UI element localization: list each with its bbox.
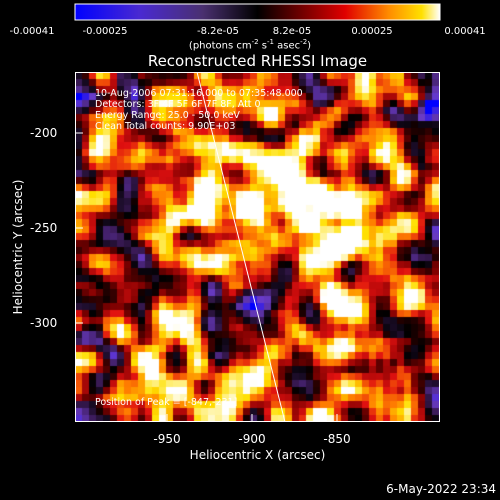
colorbar-tick: 0.00041 bbox=[444, 26, 486, 37]
info-total-counts: Clean Total counts: 9.90E+03 bbox=[95, 121, 236, 132]
colorbar-tick: -0.00025 bbox=[82, 26, 128, 37]
peak-position-label: Position of Peak = [-847,-231] bbox=[95, 397, 238, 408]
x-tick-label: -850 bbox=[323, 432, 351, 446]
y-tick-label: -250 bbox=[30, 221, 58, 235]
colorbar-tick: -0.00041 bbox=[9, 26, 55, 37]
plot-frame bbox=[75, 72, 440, 422]
colorbar-tick: 8.2e-05 bbox=[272, 26, 312, 37]
plot-area: 10-Aug-2006 07:31:16.000 to 07:35:48.000… bbox=[75, 72, 440, 422]
y-axis-label: Heliocentric Y (arcsec) bbox=[11, 179, 25, 315]
x-tick-label: -900 bbox=[238, 432, 266, 446]
y-tick-label: -300 bbox=[30, 316, 58, 330]
info-energy-range: Energy Range: 25.0 - 50.0 keV bbox=[95, 110, 240, 121]
colorbar-units: (photons cm-2 s-1 asec-2) bbox=[188, 38, 312, 52]
info-detectors: Detectors: 3F 4F 5F 6F 7F 8F, Att 0 bbox=[95, 99, 261, 110]
plot-title: Reconstructed RHESSI Image bbox=[147, 52, 368, 70]
colorbar-tick: 0.00025 bbox=[351, 26, 393, 37]
colorbar bbox=[74, 3, 441, 21]
colorbar-tick: -8.2e-05 bbox=[197, 26, 239, 37]
x-tick-label: -950 bbox=[153, 432, 181, 446]
limb-line bbox=[75, 72, 338, 422]
y-tick-label: -200 bbox=[30, 126, 58, 140]
info-time-range: 10-Aug-2006 07:31:16.000 to 07:35:48.000 bbox=[95, 88, 303, 99]
x-axis-label: Heliocentric X (arcsec) bbox=[189, 448, 326, 462]
footer-date: 6-May-2022 23:34 bbox=[386, 482, 496, 496]
heatmap-image bbox=[75, 72, 440, 422]
